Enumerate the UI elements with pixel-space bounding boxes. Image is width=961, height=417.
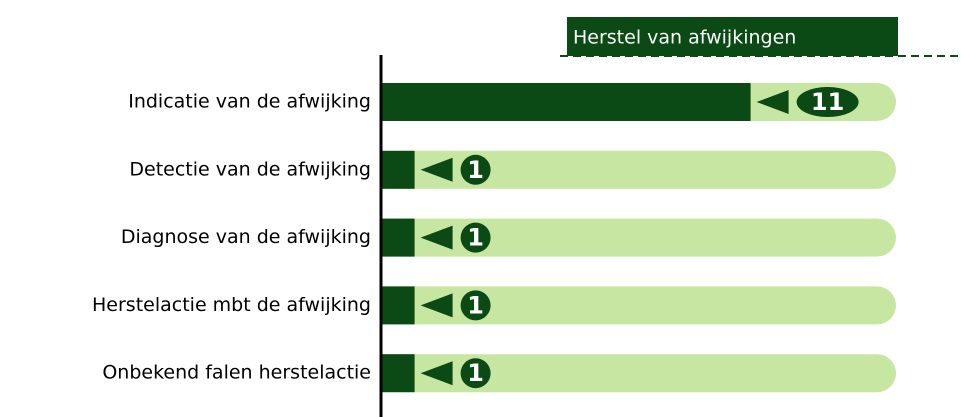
- arrow-marker: [420, 157, 453, 182]
- y-tick-label: Diagnose van de afwijking: [121, 226, 371, 248]
- bar-track: [381, 218, 896, 257]
- header-box: [567, 17, 898, 56]
- bar: [381, 150, 415, 189]
- bar: [381, 286, 415, 325]
- bar: [381, 83, 751, 121]
- value-badge: [460, 222, 491, 253]
- bar: [381, 354, 415, 393]
- y-tick-label: Detectie van de afwijking: [129, 158, 371, 180]
- arrow-marker: [420, 361, 453, 386]
- value-label: 11: [811, 88, 844, 116]
- value-label: 1: [467, 156, 484, 184]
- value-label: 1: [467, 291, 484, 319]
- bar-track: [381, 150, 896, 189]
- arrow-marker: [420, 293, 453, 318]
- arrow-marker: [420, 225, 453, 250]
- value-badge: [460, 154, 491, 185]
- value-label: 1: [467, 359, 484, 387]
- value-badge: [460, 358, 491, 389]
- value-badge: [460, 290, 491, 321]
- y-tick-label: Onbekend falen herstelactie: [102, 362, 371, 384]
- y-tick-label: Herstelactie mbt de afwijking: [92, 294, 371, 316]
- bar-track: [381, 354, 896, 393]
- value-label: 1: [467, 224, 484, 252]
- arrow-marker: [756, 90, 789, 114]
- value-badge: [796, 87, 859, 117]
- y-tick-label: Indicatie van de afwijking: [128, 91, 371, 113]
- chart-title: Herstel van afwijkingen: [573, 27, 796, 49]
- bar-track: [381, 286, 896, 325]
- bar: [381, 218, 415, 257]
